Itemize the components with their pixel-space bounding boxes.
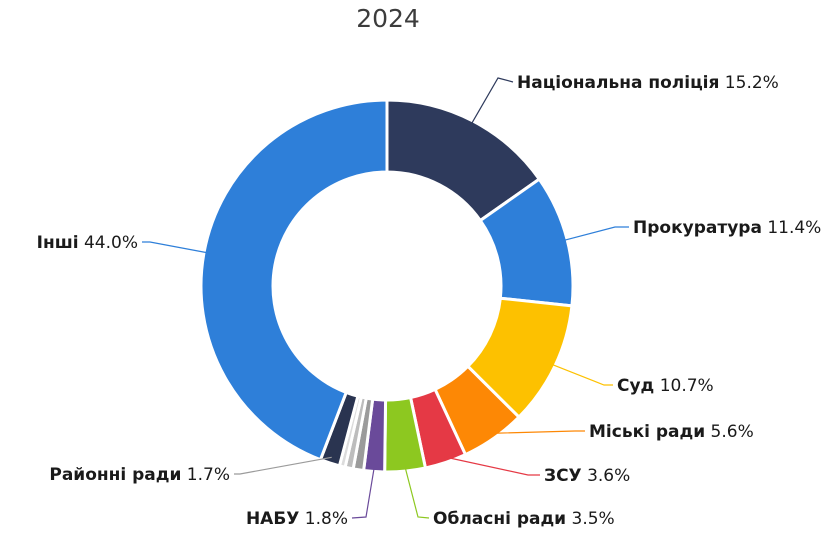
label-value: 5.6% xyxy=(705,422,754,442)
leader-lines xyxy=(142,77,629,519)
label-value: 1.8% xyxy=(299,509,348,529)
label-value: 44.0% xyxy=(79,233,138,253)
label-value: 11.4% xyxy=(762,218,821,238)
label-name: Прокуратура xyxy=(633,218,762,238)
label-name: Суд xyxy=(617,376,654,396)
label-обласні-ради: Обласні ради 3.5% xyxy=(433,509,615,529)
label-суд: Суд 10.7% xyxy=(617,376,714,396)
leader-інші xyxy=(142,241,211,254)
label-набу: НАБУ 1.8% xyxy=(246,509,348,529)
label-районні-ради: Районні ради 1.7% xyxy=(49,465,230,485)
label-прокуратура: Прокуратура 11.4% xyxy=(633,218,821,238)
slices-group xyxy=(199,98,575,474)
label-міські-ради: Міські ради 5.6% xyxy=(589,422,754,442)
leader-міські-ради xyxy=(490,430,585,434)
chart-title: 2024 xyxy=(356,4,420,33)
label-value: 1.7% xyxy=(181,465,230,485)
leader-обласні-ради xyxy=(403,464,430,519)
label-value: 10.7% xyxy=(654,376,713,396)
leader-районні-ради xyxy=(234,456,332,475)
leader-прокуратура xyxy=(561,226,629,242)
slice-labels: Національна поліція 15.2% Прокуратура 11.… xyxy=(37,73,822,529)
label-name: Обласні ради xyxy=(433,509,566,529)
label-value: 15.2% xyxy=(719,73,778,93)
leader-національна-поліція xyxy=(469,77,514,127)
label-зсу: ЗСУ 3.6% xyxy=(544,466,630,486)
label-name: Районні ради xyxy=(49,465,181,485)
label-name: Національна поліція xyxy=(517,73,719,93)
leader-набу xyxy=(351,465,376,519)
label-name: НАБУ xyxy=(246,509,299,529)
label-name: ЗСУ xyxy=(544,466,582,486)
label-name: Міські ради xyxy=(589,422,705,442)
slice-інші xyxy=(199,98,389,462)
label-value: 3.6% xyxy=(582,466,631,486)
label-національна-поліція: Національна поліція 15.2% xyxy=(517,73,779,93)
leader-суд xyxy=(549,362,613,386)
label-value: 3.5% xyxy=(566,509,615,529)
label-інші: Інші 44.0% xyxy=(37,233,138,253)
leader-зсу xyxy=(443,456,540,476)
label-name: Інші xyxy=(37,233,79,253)
